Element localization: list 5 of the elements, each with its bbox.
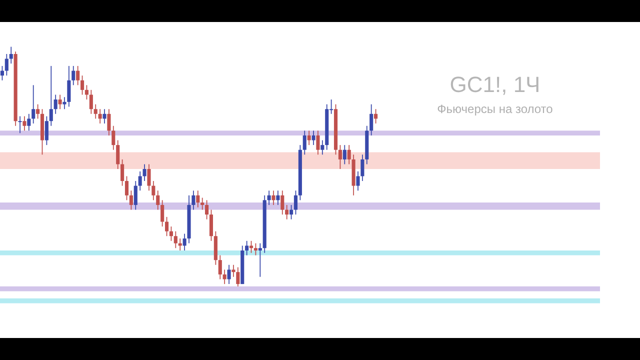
candlestick [49, 66, 53, 126]
candlestick [258, 243, 262, 277]
text: Фьючерсы на золото [436, 102, 554, 116]
text: GC1!, 1Ч [448, 72, 542, 98]
candlestick [18, 116, 22, 134]
